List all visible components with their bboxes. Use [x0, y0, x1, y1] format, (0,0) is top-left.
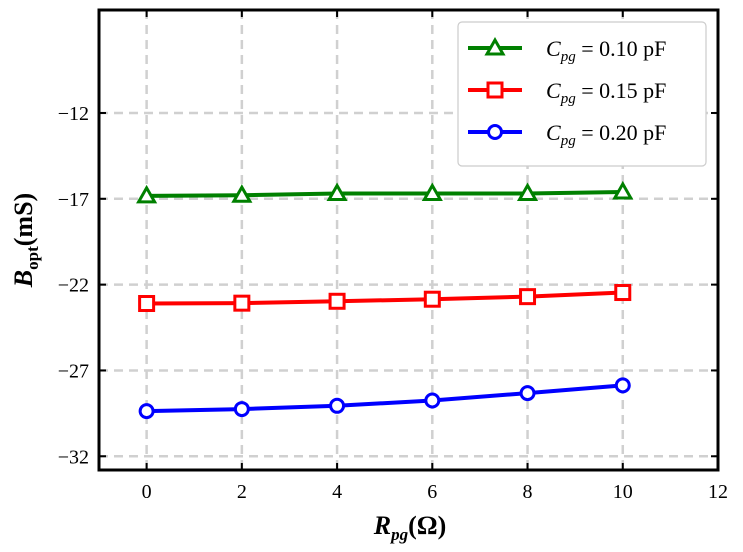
x-tick-label: 8 [523, 481, 533, 503]
legend-label: Cpg = 0.20 pF [546, 120, 666, 149]
square-marker [614, 284, 632, 302]
y-axis-label: Bopt(mS) [9, 193, 42, 288]
circle-marker [424, 392, 441, 409]
square-marker [328, 292, 346, 310]
series-line [146, 383, 623, 414]
y-tick-label: −32 [58, 446, 89, 468]
series-line [146, 290, 623, 306]
legend-item: Cpg = 0.20 pF [468, 120, 666, 149]
square-marker [519, 288, 537, 306]
square-marker [486, 81, 504, 99]
x-tick-label: 0 [142, 481, 152, 503]
square-marker [233, 294, 251, 312]
legend-item: Cpg = 0.15 pF [468, 78, 666, 107]
circle-marker [329, 397, 346, 414]
x-axis-label: Rpg(Ω) [373, 511, 446, 544]
triangle-marker [421, 182, 443, 201]
legend-label: Cpg = 0.10 pF [546, 36, 666, 65]
series-layer [136, 180, 634, 420]
x-tick-label: 12 [708, 481, 728, 503]
legend-item: Cpg = 0.10 pF [468, 36, 666, 65]
series-square [138, 284, 632, 313]
legend: Cpg = 0.10 pF Cpg = 0.15 pF Cpg = 0.20 pF [457, 21, 707, 167]
triangle-marker [612, 180, 634, 200]
triangle-marker [516, 182, 539, 201]
triangle-marker [326, 182, 348, 201]
y-tick-label: −17 [58, 189, 89, 211]
x-tick-label: 4 [332, 481, 342, 503]
x-tick-label: 2 [237, 481, 247, 503]
y-tick-label: −27 [58, 360, 89, 382]
triangle-marker [231, 184, 253, 203]
y-tick-label: −22 [58, 275, 89, 297]
square-marker [138, 295, 156, 313]
legend-label: Cpg = 0.15 pF [546, 78, 666, 107]
triangle-marker [136, 184, 158, 204]
x-tick-label: 10 [613, 481, 633, 503]
circle-marker [233, 401, 250, 418]
ticks: 0 2 4 6 8 10 12 −12 −17 −22 −27 −32 [58, 10, 728, 503]
triangle-marker [484, 36, 506, 56]
series-triangle [136, 180, 634, 204]
square-marker [423, 290, 441, 308]
series-circle [138, 377, 631, 420]
plot-frame [97, 8, 720, 472]
x-tick-label: 6 [427, 481, 437, 503]
circle-marker [138, 403, 155, 420]
circle-marker [519, 385, 536, 402]
circle-marker [487, 124, 503, 140]
circle-marker [614, 377, 631, 394]
y-tick-label: −12 [58, 103, 89, 125]
series-line [146, 189, 623, 198]
